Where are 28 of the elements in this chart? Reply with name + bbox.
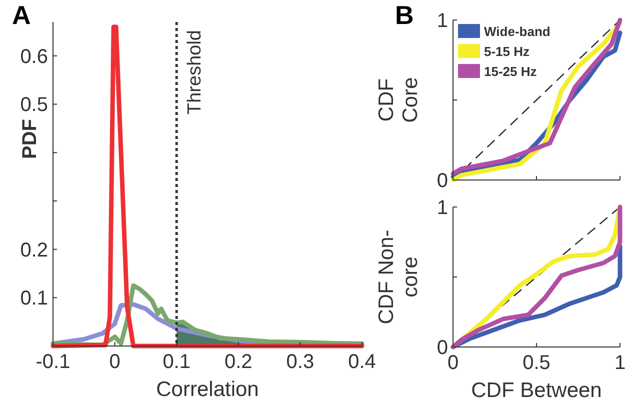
text: A [12,0,31,30]
x-tick-label: 1 [614,352,626,374]
y-tick-label: 0.2 [20,239,48,262]
text: B [395,0,414,30]
legend-label: 5-15 Hz [484,44,530,59]
y-tick-label: 0.1 [20,288,48,310]
y-axis-title: PDF [19,119,41,159]
y-tick-label: 1 [436,197,448,219]
y-tick-label: 0.5 [20,94,48,116]
ref-line-label: Threshold [184,30,206,114]
x-tick-label: 0.3 [286,351,314,373]
y-tick-label: 0 [436,337,448,359]
x-tick-label: -0.1 [36,351,70,373]
y-tick-label: 1 [436,10,448,32]
y-axis-title: CDF Core [375,77,422,123]
y-axis-title: CDF Non- core [375,230,422,324]
x-tick-label: 0.5 [522,352,550,374]
x-tick-label: 0 [109,351,120,373]
x-axis-title: CDF Between [471,379,602,402]
x-tick-label: 0.4 [348,351,376,373]
x-axis-title: Correlation [156,378,259,401]
y-tick-label: 0.6 [20,46,48,68]
legend-label: 15-25 Hz [484,64,538,79]
x-tick-label: 0.1 [162,351,191,373]
x-tick-label: 0.2 [224,351,252,373]
y-tick-label: 0 [436,170,448,192]
line-series [50,24,364,348]
legend-label: Wide-band [484,24,550,39]
